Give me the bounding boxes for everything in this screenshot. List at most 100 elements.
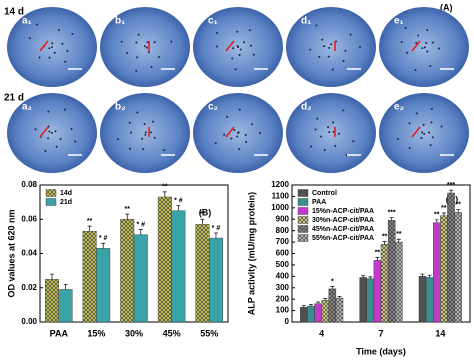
- speck: [128, 121, 131, 124]
- speck: [141, 137, 144, 140]
- error-bar: [63, 283, 68, 290]
- significance: * #: [212, 225, 221, 232]
- legend-swatch: [45, 198, 57, 206]
- speck: [259, 132, 261, 134]
- error-bar: [308, 303, 313, 307]
- y-tick-label: 300: [276, 283, 290, 292]
- speck: [137, 33, 140, 36]
- speck: [163, 149, 166, 152]
- speck: [309, 145, 312, 148]
- legend-swatch: [297, 234, 309, 242]
- speck: [223, 133, 226, 136]
- y-tick-label: 600: [276, 249, 290, 258]
- speck: [64, 60, 67, 63]
- speck: [423, 46, 426, 49]
- speck: [430, 107, 433, 110]
- arrow: [411, 40, 421, 52]
- legend-label: 15%n-ACP-cit/PAA: [312, 208, 374, 215]
- significance: ***: [388, 209, 396, 216]
- speck: [404, 26, 407, 29]
- significance: * #: [99, 235, 108, 242]
- speck: [47, 137, 50, 140]
- speck: [400, 40, 403, 43]
- speck: [323, 149, 326, 152]
- significance: **: [162, 184, 168, 191]
- speck: [426, 29, 429, 32]
- bar: [387, 220, 396, 323]
- error-bar: [330, 286, 335, 289]
- speck: [146, 41, 149, 44]
- speck: [342, 109, 345, 112]
- speck: [238, 148, 241, 151]
- speck: [359, 46, 361, 48]
- y-tick-label: 800: [276, 226, 290, 235]
- speck: [309, 48, 312, 51]
- speck: [236, 135, 239, 138]
- speck: [234, 68, 237, 71]
- y-axis-label: OD values at 620 nm: [6, 209, 16, 297]
- speck: [315, 24, 318, 27]
- speck: [328, 46, 331, 49]
- bar: [395, 241, 403, 323]
- error-bar: [441, 212, 446, 216]
- speck: [135, 41, 138, 44]
- speck: [51, 46, 53, 48]
- legend-label: 30%n-ACP-cit/PAA: [312, 217, 374, 224]
- speck: [150, 65, 153, 68]
- significance: **: [375, 249, 381, 256]
- row-label: 14 d: [4, 7, 24, 18]
- legend-label: PAA: [312, 199, 326, 206]
- speck: [352, 140, 355, 143]
- speck: [396, 138, 399, 141]
- speck: [415, 41, 418, 44]
- error-bar: [396, 238, 401, 243]
- legend-swatch: [297, 216, 309, 224]
- legend-swatch: [45, 189, 57, 197]
- bar: [58, 289, 73, 323]
- panel-label: (A): [440, 2, 453, 12]
- speck: [314, 128, 317, 131]
- speck: [331, 68, 334, 71]
- speck: [238, 53, 241, 56]
- bar: [425, 277, 434, 323]
- error-bar: [50, 273, 55, 280]
- significance: **: [125, 206, 131, 213]
- speck: [237, 132, 239, 134]
- speck: [422, 123, 425, 126]
- speck: [420, 136, 423, 139]
- significance: **: [200, 211, 206, 218]
- speck: [232, 47, 235, 50]
- speck: [328, 131, 331, 134]
- speck: [47, 125, 50, 128]
- x-tick-label: 7: [378, 328, 383, 338]
- bar: [328, 288, 337, 323]
- speck: [71, 33, 74, 36]
- speck: [408, 147, 411, 150]
- speck: [249, 44, 252, 47]
- speck: [142, 148, 145, 151]
- bar: [321, 300, 329, 323]
- error-bar: [301, 305, 306, 308]
- y-tick-label: 0.02: [21, 283, 37, 292]
- speck: [147, 51, 150, 54]
- error-bar: [368, 276, 373, 279]
- speck: [51, 132, 53, 134]
- speck: [144, 133, 147, 136]
- error-bar: [138, 229, 143, 235]
- bar: [208, 237, 223, 323]
- speck: [323, 45, 326, 48]
- speck: [143, 45, 146, 48]
- error-bar: [382, 241, 387, 245]
- speck: [70, 128, 73, 131]
- speck: [34, 128, 37, 131]
- speck: [216, 32, 219, 35]
- arrow: [225, 40, 235, 52]
- speck: [47, 110, 50, 113]
- x-tick-label: 4: [319, 328, 324, 338]
- legend-swatch: [297, 189, 309, 197]
- bar: [418, 276, 427, 323]
- speck: [29, 37, 32, 40]
- speck: [426, 50, 429, 53]
- speck: [36, 23, 39, 26]
- legend-label: Control: [312, 190, 337, 197]
